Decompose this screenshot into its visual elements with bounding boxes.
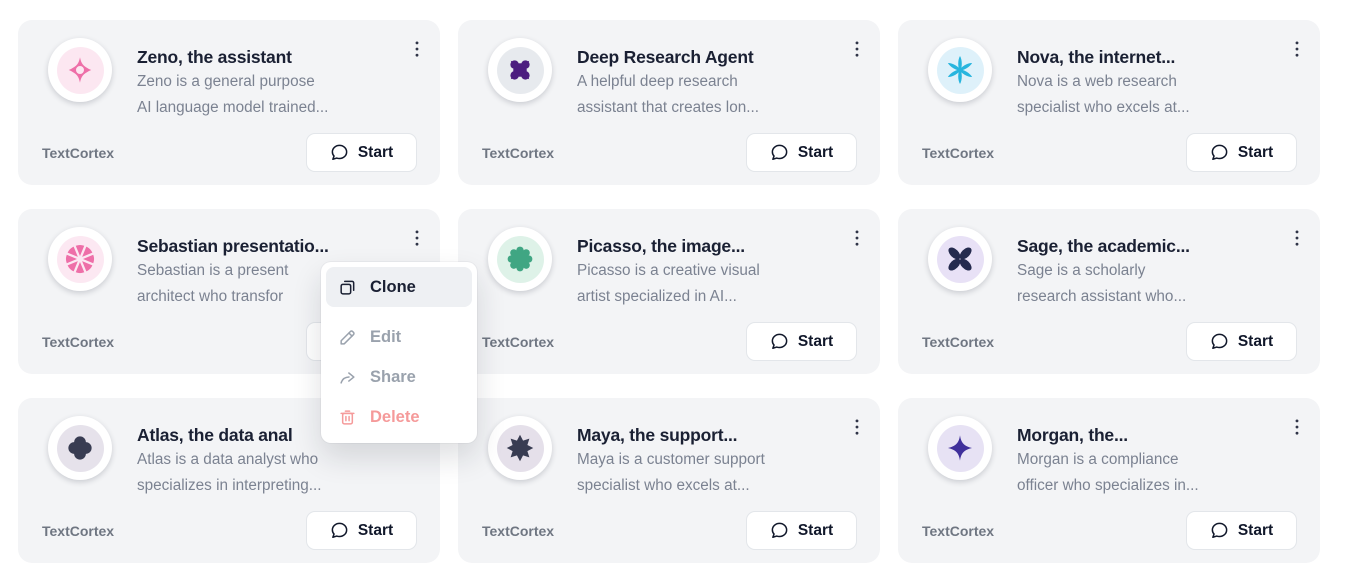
menu-item-edit[interactable]: Edit [326,317,472,357]
menu-item-delete[interactable]: Delete [326,397,472,437]
card-title: Nova, the internet... [1017,47,1176,67]
card-title: Morgan, the... [1017,425,1128,445]
publisher-label: TextCortex [922,334,995,350]
start-button[interactable]: Start [306,511,417,550]
more-options-button[interactable] [1284,415,1310,441]
menu-item-clone[interactable]: Clone [326,267,472,307]
assistant-card-nova[interactable]: Nova, the internet... Nova is a web rese… [898,20,1320,185]
start-button[interactable]: Start [746,511,857,550]
eight-point-star-icon [496,424,544,472]
start-button[interactable]: Start [1186,511,1297,550]
card-title: Atlas, the data anal [137,425,293,445]
gear-flower-icon [496,235,544,283]
assistant-card-picasso[interactable]: Picasso, the image... Picasso is a creat… [458,209,880,374]
card-title: Zeno, the assistant [137,47,292,67]
card-description: A helpful deep research assistant that cr… [577,73,759,116]
sparkle-icon [936,424,984,472]
chat-bubble-icon [1210,332,1229,351]
card-description: Zeno is a general purpose AI language mod… [137,73,329,116]
share-icon [338,368,357,387]
chat-bubble-icon [1210,143,1229,162]
assistant-card-zeno[interactable]: Zeno, the assistant Zeno is a general pu… [18,20,440,185]
copy-icon [338,278,357,297]
card-description: Maya is a customer support specialist who… [577,451,765,494]
quatrefoil-icon [56,424,104,472]
card-title: Sage, the academic... [1017,236,1190,256]
more-options-button[interactable] [844,415,870,441]
publisher-label: TextCortex [482,523,555,539]
publisher-label: TextCortex [42,145,115,161]
avatar [488,227,552,291]
card-description: Morgan is a compliance officer who specia… [1017,451,1199,494]
start-label: Start [1237,332,1274,350]
publisher-label: TextCortex [42,523,115,539]
pinwheel-icon [56,235,104,283]
start-button[interactable]: Start [1186,133,1297,172]
card-title: Maya, the support... [577,425,738,445]
asterisk-star-icon [936,46,984,94]
trash-icon [338,408,357,427]
publisher-label: TextCortex [922,145,995,161]
assistant-card-maya[interactable]: Maya, the support... Maya is a customer … [458,398,880,563]
publisher-label: TextCortex [922,523,995,539]
more-options-button[interactable] [404,226,430,252]
clover-blob-icon [496,46,544,94]
card-context-menu: Clone Edit Share Delete [321,262,477,443]
four-leaf-x-icon [936,235,984,283]
avatar [488,416,552,480]
chat-bubble-icon [330,143,349,162]
avatar [488,38,552,102]
avatar [928,416,992,480]
more-options-button[interactable] [1284,37,1310,63]
more-options-button[interactable] [844,226,870,252]
start-label: Start [357,143,394,161]
card-title: Sebastian presentatio... [137,236,329,256]
card-title: Picasso, the image... [577,236,745,256]
start-button[interactable]: Start [1186,322,1297,361]
avatar [48,38,112,102]
assistant-card-sage[interactable]: Sage, the academic... Sage is a scholarl… [898,209,1320,374]
publisher-label: TextCortex [42,334,115,350]
more-options-button[interactable] [1284,226,1310,252]
card-title: Deep Research Agent [577,47,754,67]
avatar [48,416,112,480]
start-label: Start [357,521,394,539]
card-description: Picasso is a creative visual artist speci… [577,262,760,305]
card-description: Sebastian is a present architect who tran… [137,262,289,305]
chat-bubble-icon [330,521,349,540]
card-description: Nova is a web research specialist who exc… [1017,73,1190,116]
pencil-icon [338,328,357,347]
more-options-button[interactable] [844,37,870,63]
assistant-grid: Zeno, the assistant Zeno is a general pu… [18,20,1320,563]
avatar [928,227,992,291]
chat-bubble-icon [770,332,789,351]
avatar [928,38,992,102]
start-label: Start [797,332,834,350]
start-label: Start [797,143,834,161]
more-options-button[interactable] [404,37,430,63]
avatar [48,227,112,291]
chat-bubble-icon [770,143,789,162]
publisher-label: TextCortex [482,334,555,350]
start-button[interactable]: Start [746,133,857,172]
card-description: Atlas is a data analyst who specializes i… [137,451,322,494]
chat-bubble-icon [1210,521,1229,540]
four-point-star-hole-icon [56,46,104,94]
start-label: Start [1237,143,1274,161]
assistant-card-deep-research[interactable]: Deep Research Agent A helpful deep resea… [458,20,880,185]
assistant-card-morgan[interactable]: Morgan, the... Morgan is a compliance off… [898,398,1320,563]
chat-bubble-icon [770,521,789,540]
start-label: Start [1237,521,1274,539]
card-description: Sage is a scholarly research assistant wh… [1017,262,1187,305]
start-button[interactable]: Start [746,322,857,361]
start-label: Start [797,521,834,539]
start-button[interactable]: Start [306,133,417,172]
menu-item-share[interactable]: Share [326,357,472,397]
publisher-label: TextCortex [482,145,555,161]
